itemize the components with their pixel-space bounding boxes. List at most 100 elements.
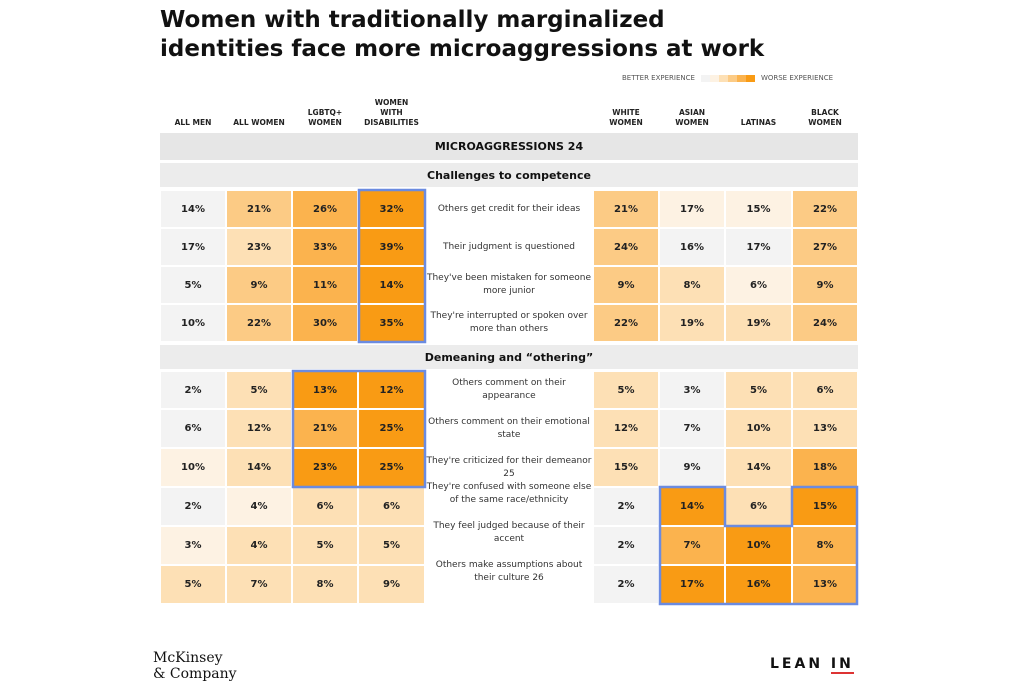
section-title: Challenges to competence xyxy=(160,163,858,187)
heatmap-cell: 5% xyxy=(358,526,425,565)
row-label: Others make assumptions about their cult… xyxy=(435,559,583,583)
heatmap-cell: 7% xyxy=(226,565,292,604)
heatmap-cell: 24% xyxy=(792,304,858,342)
heatmap-cell: 6% xyxy=(292,487,358,526)
heatmap-cell: 17% xyxy=(659,190,725,228)
heatmap-cell: 2% xyxy=(593,487,659,526)
row-label: They've been mistaken for someone more j… xyxy=(426,273,592,296)
heatmap-cell: 6% xyxy=(792,371,858,409)
heatmap-cell: 35% xyxy=(358,304,425,342)
heatmap-cell: 19% xyxy=(659,304,725,342)
heatmap-cell: 9% xyxy=(593,266,659,304)
heatmap-cell: 8% xyxy=(659,266,725,304)
row-label: They feel judged because of their accent xyxy=(433,520,585,544)
heatmap-cell: 7% xyxy=(659,526,725,565)
heatmap-cell: 15% xyxy=(792,487,858,526)
heatmap-cell: 6% xyxy=(725,266,792,304)
heatmap-cell: 32% xyxy=(358,190,425,228)
legend-swatch xyxy=(718,74,728,82)
heatmap-cell: 30% xyxy=(292,304,358,342)
row-label: They're criticized for their demeanor 25 xyxy=(426,455,592,479)
heatmap-cell: 9% xyxy=(226,266,292,304)
heatmap-cell: 5% xyxy=(725,371,792,409)
heatmap-cell: 3% xyxy=(659,371,725,409)
heatmap-cell: 9% xyxy=(792,266,858,304)
heatmap-cell: 11% xyxy=(292,266,358,304)
section-header-microaggressions: MICROAGGRESSIONS 24 xyxy=(160,133,858,160)
row-label: They're interrupted or spoken over more … xyxy=(430,311,588,334)
legend-better: BETTER EXPERIENCE xyxy=(622,74,695,82)
heatmap-cell: 22% xyxy=(593,304,659,342)
heatmap-cell: 17% xyxy=(725,228,792,266)
heatmap-cell: 17% xyxy=(659,565,725,604)
column-header: ALL WOMEN xyxy=(233,118,285,127)
heatmap-cell: 5% xyxy=(160,266,226,304)
legend-swatches xyxy=(700,74,755,82)
heatmap-cell: 10% xyxy=(160,448,226,487)
heatmap-cell: 12% xyxy=(593,409,659,448)
heatmap-cell: 14% xyxy=(358,266,425,304)
heatmap-cell: 15% xyxy=(725,190,792,228)
heatmap-cell: 10% xyxy=(725,526,792,565)
legend-swatch xyxy=(709,74,719,82)
heatmap-cell: 6% xyxy=(160,409,226,448)
heatmap-cell: 8% xyxy=(792,526,858,565)
heatmap-cell: 23% xyxy=(292,448,358,487)
heatmap-cell: 23% xyxy=(226,228,292,266)
heatmap-cell: 6% xyxy=(725,487,792,526)
heatmap-cell: 4% xyxy=(226,526,292,565)
heatmap-cell: 2% xyxy=(593,526,659,565)
heatmap-cell: 14% xyxy=(226,448,292,487)
heatmap-cell: 15% xyxy=(593,448,659,487)
column-header: ALL MEN xyxy=(174,118,212,127)
heatmap-cell: 5% xyxy=(292,526,358,565)
legend: BETTER EXPERIENCE WORSE EXPERIENCE xyxy=(622,74,833,82)
heatmap-cell: 13% xyxy=(792,565,858,604)
heatmap-cell: 21% xyxy=(292,409,358,448)
row-label: They're confused with someone else of th… xyxy=(426,481,592,505)
heatmap-cell: 2% xyxy=(160,487,226,526)
column-header: BLACK WOMEN xyxy=(808,108,842,127)
heatmap-cell: 6% xyxy=(358,487,425,526)
heatmap-cell: 9% xyxy=(659,448,725,487)
heatmap-cell: 14% xyxy=(160,190,226,228)
heatmap-cell: 18% xyxy=(792,448,858,487)
heatmap-cell: 24% xyxy=(593,228,659,266)
heatmap-cell: 8% xyxy=(292,565,358,604)
column-header: LGBTQ+ WOMEN xyxy=(307,108,343,127)
heatmap-cell: 19% xyxy=(725,304,792,342)
heatmap-cell: 2% xyxy=(160,371,226,409)
heatmap-cell: 22% xyxy=(792,190,858,228)
column-header: WOMEN WITH DISABILITIES xyxy=(364,98,419,127)
row-label: Others comment on their emotional state xyxy=(428,416,590,440)
legend-swatch xyxy=(745,74,755,82)
heatmap-cell: 33% xyxy=(292,228,358,266)
heatmap-cell: 16% xyxy=(659,228,725,266)
row-label: Others get credit for their ideas xyxy=(437,203,581,214)
column-header: ASIAN WOMEN xyxy=(675,108,709,127)
heatmap-cell: 39% xyxy=(358,228,425,266)
heatmap-cell: 9% xyxy=(358,565,425,604)
heatmap-cell: 7% xyxy=(659,409,725,448)
heatmap-cell: 10% xyxy=(160,304,226,342)
heatmap-cell: 22% xyxy=(226,304,292,342)
heatmap-cell: 5% xyxy=(593,371,659,409)
row-label: Others comment on their appearance xyxy=(452,378,566,401)
heatmap-cell: 12% xyxy=(226,409,292,448)
heatmap-cell: 27% xyxy=(792,228,858,266)
heatmap-cell: 4% xyxy=(226,487,292,526)
mckinsey-logo: McKinsey & Company xyxy=(153,650,237,682)
legend-swatch xyxy=(727,74,737,82)
row-label: Their judgment is questioned xyxy=(442,241,575,252)
heatmap-cell: 21% xyxy=(226,190,292,228)
heatmap-cell: 10% xyxy=(725,409,792,448)
heatmap-cell: 5% xyxy=(226,371,292,409)
heatmap-cell: 21% xyxy=(593,190,659,228)
legend-worse: WORSE EXPERIENCE xyxy=(760,74,834,82)
heatmap-cell: 14% xyxy=(725,448,792,487)
heatmap-cell: 26% xyxy=(292,190,358,228)
legend-swatch xyxy=(700,74,710,82)
heatmap-cell: 5% xyxy=(160,565,226,604)
column-header: LATINAS xyxy=(740,118,777,127)
